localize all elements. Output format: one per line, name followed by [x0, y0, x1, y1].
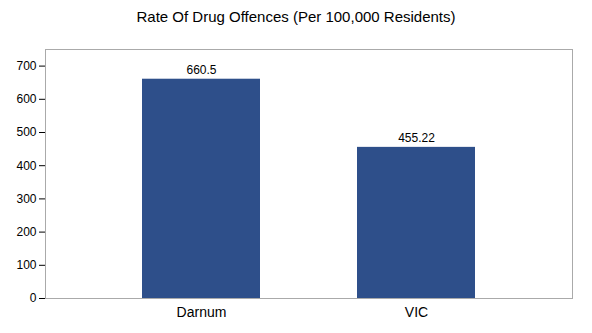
- svg-text:400: 400: [16, 159, 36, 173]
- svg-text:660.5: 660.5: [186, 63, 216, 77]
- html-text:Rate Of Drug Offences (Per 100: Rate Of Drug Offences (Per 100,000 Resid…: [136, 8, 456, 25]
- svg-text:VIC: VIC: [405, 304, 428, 320]
- svg-text:600: 600: [16, 92, 36, 106]
- svg-text:300: 300: [16, 192, 36, 206]
- svg-text:455.22: 455.22: [398, 131, 435, 145]
- svg-text:100: 100: [16, 258, 36, 272]
- svg-text:500: 500: [16, 125, 36, 139]
- svg-text:700: 700: [16, 59, 36, 73]
- svg-text:Darnum: Darnum: [177, 304, 227, 320]
- svg-text:200: 200: [16, 225, 36, 239]
- svg-text:0: 0: [30, 291, 37, 305]
